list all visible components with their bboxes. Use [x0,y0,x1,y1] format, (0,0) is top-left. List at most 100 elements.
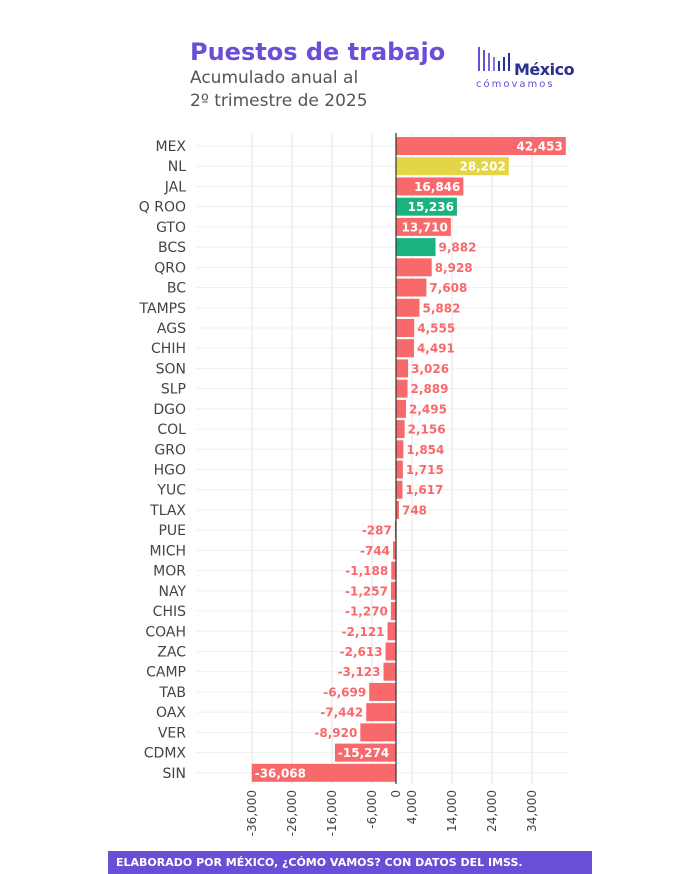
value-label: -1,188 [345,564,388,578]
bar [396,460,403,479]
value-label: 5,882 [423,301,461,315]
value-label: 2,156 [408,423,446,437]
logo: México cómovamos [476,43,586,93]
category-label: CHIH [151,341,186,357]
value-label: 42,453 [516,140,562,154]
bar [387,622,396,641]
x-tick-label: -16,000 [325,790,339,836]
bar [391,561,396,580]
category-label: BC [167,281,186,297]
x-tick-label: -6,000 [365,790,379,829]
category-label: PUE [158,523,186,539]
value-label: 15,236 [408,200,454,214]
value-label: 16,846 [414,180,460,194]
value-label: 28,202 [459,160,505,174]
category-label: VER [158,725,186,741]
category-label: AGS [157,321,186,337]
value-label: -1,270 [345,605,388,619]
value-label: 13,710 [402,220,448,234]
category-label: GTO [156,220,186,236]
value-label: 4,555 [417,321,455,335]
value-label: 8,928 [435,261,473,275]
bar [251,763,396,782]
category-label: SIN [163,766,187,782]
category-label: HGO [154,463,186,479]
category-label: GRO [154,442,186,458]
bar [396,318,415,337]
bar [396,278,427,297]
category-label: CAMP [146,665,186,681]
category-label: JAL [164,179,186,195]
value-label: 2,889 [411,382,449,396]
bar [390,581,396,600]
value-label: -2,121 [342,625,385,639]
category-label: NL [168,159,186,175]
category-label: MICH [149,543,186,559]
category-label: NAY [158,584,186,600]
bar [396,420,405,439]
logo-tagline: cómovamos [476,79,555,90]
bar [334,743,396,762]
value-label: 1,854 [406,443,444,457]
category-label: COAH [145,624,186,640]
category-label: Q ROO [139,200,186,216]
bar [396,217,451,236]
value-label: -36,068 [255,766,306,780]
bar [396,440,404,459]
value-label: -7,442 [320,706,363,720]
category-label: CDMX [144,746,187,762]
logo-name: México [514,60,575,79]
bar [366,703,396,722]
value-label: 9,882 [439,241,477,255]
category-label: BCS [158,240,186,256]
value-label: -2,613 [340,645,383,659]
x-tick-label: 24,000 [485,790,499,832]
value-label: -8,920 [314,726,357,740]
value-label: -1,257 [345,584,388,598]
value-label: -15,274 [338,746,389,760]
bar [385,642,396,661]
logo-bars-icon [478,47,510,71]
x-tick-label: 4,000 [405,790,419,824]
category-label: TAMPS [139,301,187,317]
value-label: -287 [362,524,392,538]
subtitle-line-2: 2º trimestre de 2025 [190,91,368,111]
subtitle-line-1: Acumulado anual al [190,68,359,88]
x-tick-label: 0 [389,790,403,798]
value-label: 3,026 [411,362,449,376]
x-tick-label: -26,000 [285,790,299,836]
source-footer: ELABORADO POR MÉXICO, ¿CÓMO VAMOS? CON D… [108,851,592,874]
bar [360,723,396,742]
bar [396,500,399,519]
category-label: YUC [156,483,186,499]
bar [383,662,396,681]
category-label: QRO [154,260,186,276]
value-label: 2,495 [409,402,447,416]
x-tick-label: 34,000 [525,790,539,832]
bar [396,339,414,358]
category-label: OAX [156,705,186,721]
value-label: 7,608 [429,281,467,295]
bar [396,238,436,257]
category-label: TLAX [149,503,186,519]
bar [393,541,396,560]
category-label: ZAC [157,645,186,661]
chart-subtitle: Acumulado anual al 2º trimestre de 2025 [190,67,450,113]
chart-title: Puestos de trabajo [190,38,446,66]
bar [396,157,509,176]
value-label: 748 [402,503,427,517]
category-label: MOR [153,564,186,580]
bar-chart: MEX 42,453 NL 28,202 JAL 16,846 Q ROO 15,236 GTO… [139,133,568,836]
category-label: SON [156,361,186,377]
category-label: SLP [161,382,186,398]
value-label: 4,491 [417,342,455,356]
bar [369,682,396,701]
bar [396,379,408,398]
category-label: DGO [153,402,186,418]
bar [396,359,409,378]
bar [396,197,457,216]
value-label: 1,617 [405,483,443,497]
value-label: 1,715 [406,463,444,477]
x-tick-label: -36,000 [245,790,259,836]
bar [396,298,420,317]
